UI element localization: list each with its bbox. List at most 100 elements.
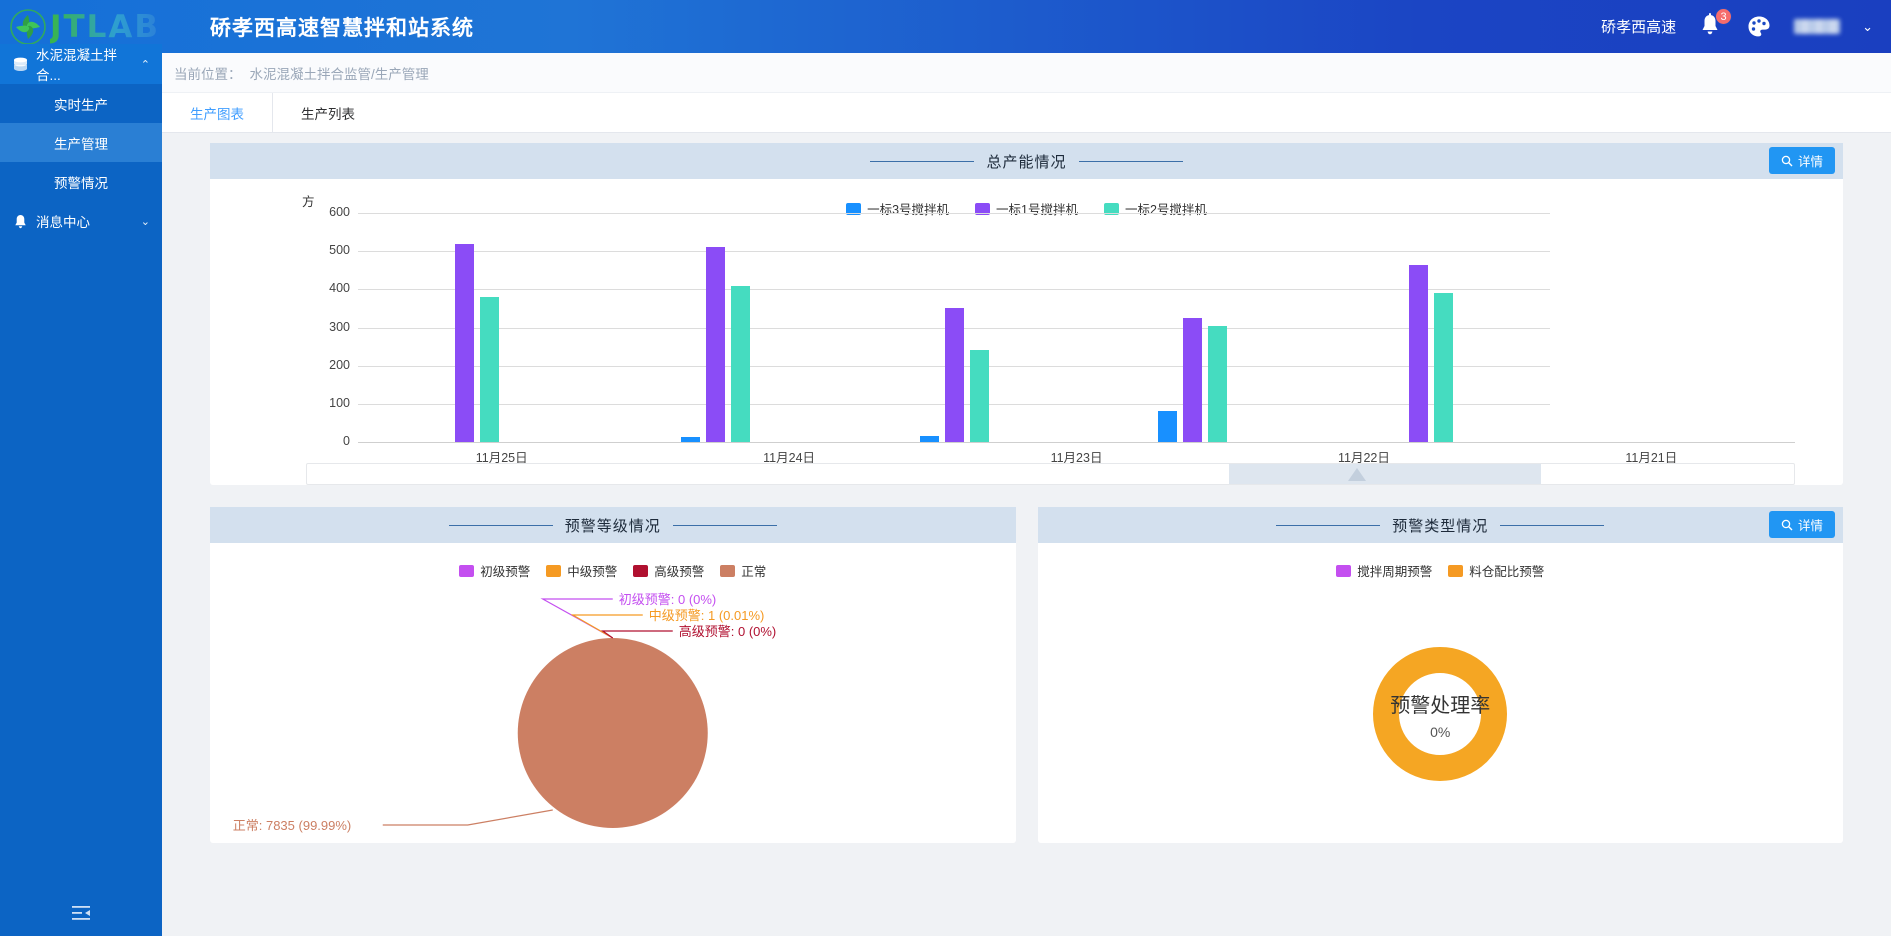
header-right-actions: 硚孝西高速 3 ⌄	[1601, 0, 1891, 53]
sidebar-item-label: 实时生产	[54, 97, 108, 113]
legend-item[interactable]: 料仓配比预警	[1448, 561, 1544, 580]
y-axis-tick: 300	[329, 319, 350, 334]
capacity-card-title-wrap: 总产能情况	[870, 151, 1183, 172]
bar-group	[1073, 213, 1311, 442]
sidebar-group-label: 消息中心	[36, 215, 90, 230]
donut-ring	[1373, 647, 1508, 781]
bar[interactable]	[455, 243, 475, 442]
capacity-detail-label: 详情	[1797, 155, 1823, 169]
pie-leader-line	[600, 630, 673, 639]
tab-label: 生产图表	[190, 106, 244, 122]
warn-type-card-header: 预警类型情况 详情	[1037, 507, 1843, 543]
bar[interactable]	[681, 437, 701, 442]
warn-level-card-title: 预警等级情况	[564, 517, 661, 535]
title-rule-left	[1276, 524, 1381, 526]
y-axis-tick: 500	[329, 243, 350, 258]
legend-item[interactable]: 中级预警	[546, 561, 617, 580]
bar[interactable]	[1182, 317, 1202, 442]
bar[interactable]	[480, 296, 500, 442]
org-name: 硚孝西高速	[1601, 19, 1677, 36]
bar-group	[1312, 213, 1550, 442]
gridline	[358, 289, 1550, 291]
datazoom-handle[interactable]	[1228, 464, 1542, 484]
legend-swatch	[975, 202, 991, 215]
warn-type-detail-button[interactable]: 详情	[1768, 511, 1835, 538]
legend-item[interactable]: 高级预警	[633, 561, 704, 580]
notification-bell-button[interactable]: 3	[1698, 7, 1733, 42]
bar-group	[596, 213, 834, 442]
bar[interactable]	[944, 307, 964, 442]
bar-group	[835, 213, 1073, 442]
legend-item[interactable]: 正常	[720, 561, 766, 580]
bar[interactable]	[969, 350, 989, 442]
tab-production-list[interactable]: 生产列表	[273, 93, 383, 132]
y-axis-tick: 0	[343, 434, 350, 448]
bar[interactable]	[1157, 410, 1177, 442]
title-rule-right	[1500, 524, 1605, 526]
y-axis-tick: 600	[329, 205, 350, 219]
bar[interactable]	[919, 435, 939, 442]
pie-slice-label: 中级预警: 1 (0.01%)	[649, 608, 765, 623]
sidebar-navigation: 水泥混凝土拌合... ⌃ 实时生产 生产管理 预警情况 消息中心 ⌄	[0, 44, 162, 936]
chart-datazoom-scrollbar[interactable]	[306, 463, 1795, 485]
capacity-card-header: 总产能情况 详情	[210, 143, 1843, 179]
bar[interactable]	[1207, 326, 1227, 442]
gridline	[358, 251, 1550, 253]
donut-center-title: 预警处理率	[1390, 694, 1491, 717]
y-axis-tick: 100	[329, 395, 350, 410]
main-content-area: 当前位置： 水泥混凝土拌合监管/生产管理 生产图表 生产列表 总产能情况	[162, 53, 1891, 936]
warn-level-pie-chart: 初级预警 中级预警 高级预警 正常 初级预警: 0 (0%) 中级预警: 1 (0.01…	[210, 543, 1016, 843]
pie-slice-label: 正常: 7835 (99.99%)	[233, 818, 352, 833]
legend-item[interactable]: 搅拌周期预警	[1336, 561, 1432, 580]
title-rule-left	[448, 524, 553, 526]
search-icon	[1781, 519, 1793, 530]
bar[interactable]	[1408, 264, 1428, 442]
breadcrumb-path: 水泥混凝土拌合监管/生产管理	[249, 66, 429, 82]
legend-label: 高级预警	[654, 565, 705, 579]
legend-swatch	[846, 202, 862, 215]
brand-logo-area[interactable]: JTLAB	[0, 0, 196, 53]
donut-center-value: 0%	[1430, 723, 1451, 740]
pie-chart-canvas: 初级预警: 0 (0%) 中级预警: 1 (0.01%) 高级预警: 0 (0%) 正…	[210, 583, 1016, 843]
legend-label: 初级预警	[480, 565, 531, 579]
pie-leader-line	[570, 614, 643, 639]
donut-chart-legend: 搅拌周期预警 料仓配比预警	[1038, 543, 1844, 580]
app-title: 硚孝西高速智慧拌和站系统	[210, 16, 474, 40]
capacity-detail-button[interactable]: 详情	[1768, 147, 1835, 174]
legend-item[interactable]: 初级预警	[459, 561, 530, 580]
gridline	[358, 213, 1550, 214]
sidebar-item-realtime-production[interactable]: 实时生产	[0, 84, 162, 123]
capacity-bar-chart: 方 一标3号搅拌机 一标1号搅拌机 一标2号搅拌机 600 500 400 300 200 1…	[210, 179, 1843, 485]
title-rule-right	[1078, 160, 1183, 162]
warn-type-card-title: 预警类型情况	[1392, 517, 1489, 535]
bar[interactable]	[731, 285, 751, 442]
warn-type-title-wrap: 预警类型情况	[1276, 515, 1605, 536]
sidebar-item-warning-status[interactable]: 预警情况	[0, 162, 162, 201]
sidebar-group-label: 水泥混凝土拌合...	[36, 48, 117, 83]
dashboard-content: 总产能情况 详情 方 一标3号搅拌机 一标1号搅拌机 一标2号搅拌机 600 5	[162, 133, 1891, 843]
user-name-avatar[interactable]	[1794, 19, 1841, 34]
logo-text: JTLAB	[50, 8, 161, 45]
bar[interactable]	[706, 246, 726, 442]
pie-slice[interactable]	[517, 638, 708, 828]
legend-label: 中级预警	[567, 565, 618, 579]
palette-icon[interactable]	[1746, 14, 1772, 40]
sidebar-item-production-management[interactable]: 生产管理	[0, 123, 162, 162]
chevron-down-icon[interactable]: ⌄	[1862, 18, 1873, 34]
legend-swatch	[546, 564, 562, 577]
pie-leader-line	[382, 809, 553, 826]
x-axis-tick: 11月23日	[1050, 451, 1103, 465]
datazoom-arrow-icon	[1347, 468, 1366, 481]
breadcrumb: 当前位置： 水泥混凝土拌合监管/生产管理	[162, 53, 1891, 93]
sidebar-collapse-button[interactable]	[0, 890, 162, 936]
legend-swatch	[633, 564, 649, 577]
sidebar-group-message-center[interactable]: 消息中心 ⌄	[0, 201, 162, 241]
sidebar-group-concrete[interactable]: 水泥混凝土拌合... ⌃	[0, 44, 162, 84]
tab-production-chart[interactable]: 生产图表	[162, 93, 273, 132]
legend-label: 搅拌周期预警	[1357, 565, 1433, 579]
warn-type-detail-label: 详情	[1797, 519, 1823, 533]
x-axis-tick: 11月21日	[1625, 451, 1678, 465]
sidebar-item-label: 预警情况	[54, 175, 108, 191]
bar[interactable]	[1433, 293, 1453, 442]
